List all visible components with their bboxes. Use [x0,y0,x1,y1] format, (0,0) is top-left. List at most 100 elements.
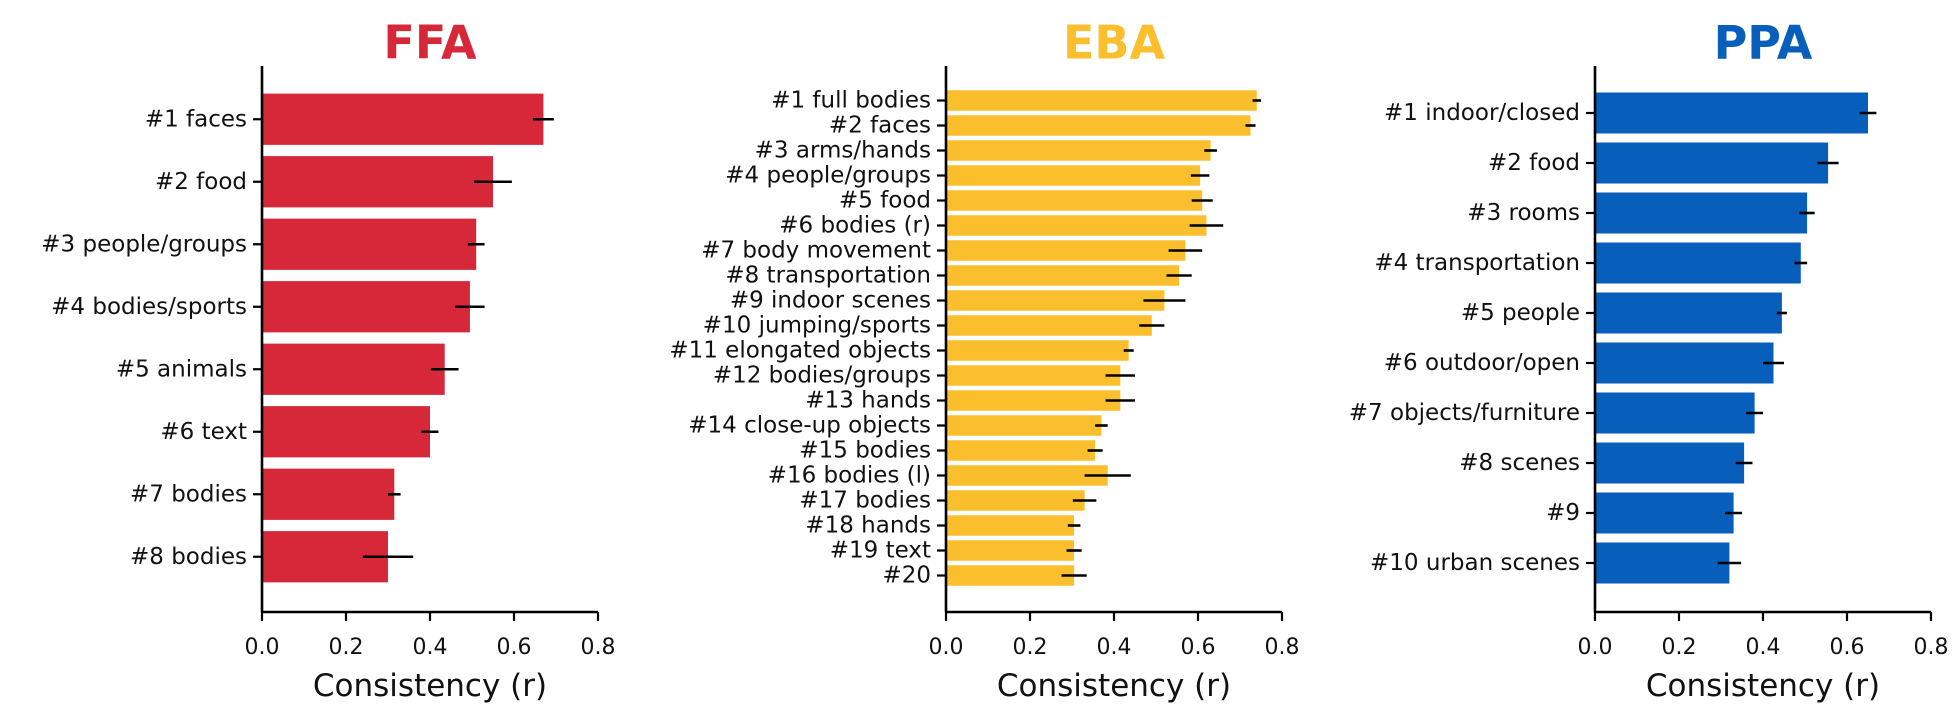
bar [1595,492,1734,534]
x-tick-label: 0.8 [581,635,616,660]
category-label: #5 animals [116,356,247,382]
bar [946,140,1211,161]
bar [946,215,1207,236]
bar [946,365,1121,386]
x-tick-label: 0.2 [1013,635,1048,660]
category-label: #14 close-up objects [688,413,931,439]
category-label: #8 transportation [725,263,931,289]
bar [946,540,1075,561]
category-label: #8 bodies [130,544,247,570]
bar [1595,292,1782,334]
bar [946,490,1085,511]
bar [262,93,544,145]
bar [946,90,1257,111]
category-label: #9 indoor scenes [730,288,931,314]
x-tick-label: 0.2 [329,635,364,660]
bar [262,218,477,270]
eba-title: EBA [1063,16,1165,70]
category-label: #17 bodies [799,488,931,514]
x-tick-label: 0.6 [497,635,532,660]
category-label: #1 faces [145,106,247,132]
bar [946,315,1152,336]
x-axis-title: Consistency (r) [1646,668,1880,704]
category-label: #7 body movement [701,238,931,264]
x-tick-label: 0.6 [1181,635,1216,660]
bar [1595,242,1801,284]
bar [1595,542,1730,584]
category-label: #10 urban scenes [1370,550,1580,576]
x-tick-label: 0.8 [1914,635,1949,660]
category-label: #3 rooms [1467,200,1580,226]
category-label: #9 [1546,500,1580,526]
category-label: #15 bodies [799,438,931,464]
category-label: #19 text [830,538,931,564]
bar [946,415,1102,436]
category-label: #2 faces [829,113,931,139]
bar [262,156,493,208]
category-label: #4 transportation [1374,250,1580,276]
category-label: #12 bodies/groups [713,363,931,389]
x-tick-label: 0.4 [1097,635,1132,660]
bar [946,240,1186,261]
bar [262,281,470,333]
ppa-title: PPA [1714,16,1813,70]
category-label: #16 bodies (l) [768,463,931,489]
x-tick-label: 0.4 [413,635,448,660]
bar [946,190,1203,211]
bar [1595,142,1829,184]
category-label: #5 food [839,188,931,214]
category-label: #1 indoor/closed [1384,100,1580,126]
category-label: #8 scenes [1459,450,1580,476]
bar [946,290,1165,311]
bar [946,565,1075,586]
bar [262,343,445,395]
category-label: #13 hands [805,388,931,414]
category-label: #3 people/groups [41,231,247,257]
x-tick-label: 0.0 [245,635,280,660]
x-tick-label: 0.6 [1830,635,1865,660]
x-axis-title: Consistency (r) [313,668,547,704]
category-label: #5 people [1461,300,1580,326]
ffa-panel: FFA #1 faces #2 food #3 people/groups #4 bod… [41,16,615,705]
category-label: #18 hands [805,513,931,539]
category-label: #7 bodies [130,481,247,507]
bar [946,265,1180,286]
bar [1595,92,1868,134]
category-label: #2 food [155,169,247,195]
bar [946,115,1251,136]
bar [946,390,1121,411]
x-tick-label: 0.2 [1662,635,1697,660]
bar [262,406,430,458]
category-label: #10 jumping/sports [703,313,931,339]
category-label: #4 bodies/sports [51,294,247,320]
x-tick-label: 0.0 [1578,635,1613,660]
bar [946,340,1129,361]
category-label: #4 people/groups [725,163,931,189]
category-label: #20 [882,563,931,589]
bar [1595,392,1755,434]
category-label: #6 text [160,419,247,445]
x-axis-title: Consistency (r) [997,668,1231,704]
bar [1595,192,1808,234]
bar [1595,342,1774,384]
x-tick-label: 0.8 [1265,635,1300,660]
bar [262,468,395,520]
category-label: #3 arms/hands [755,138,931,164]
eba-panel: EBA #1 full bodies#2 faces#3 arms/hands#4… [669,16,1299,705]
bar [946,465,1108,486]
bar [1595,442,1745,484]
ppa-panel: PPA #1 indoor/closed #2 food #3 rooms #4 tra… [1349,16,1949,705]
bar [946,515,1075,536]
category-label: #6 bodies (r) [779,213,931,239]
bar [946,440,1096,461]
category-label: #6 outdoor/open [1384,350,1580,376]
x-tick-label: 0.4 [1746,635,1781,660]
bar [946,165,1201,186]
ffa-title: FFA [383,16,477,70]
x-tick-label: 0.0 [929,635,964,660]
category-label: #1 full bodies [771,88,931,114]
category-label: #7 objects/furniture [1349,400,1580,426]
category-label: #11 elongated objects [669,338,931,364]
